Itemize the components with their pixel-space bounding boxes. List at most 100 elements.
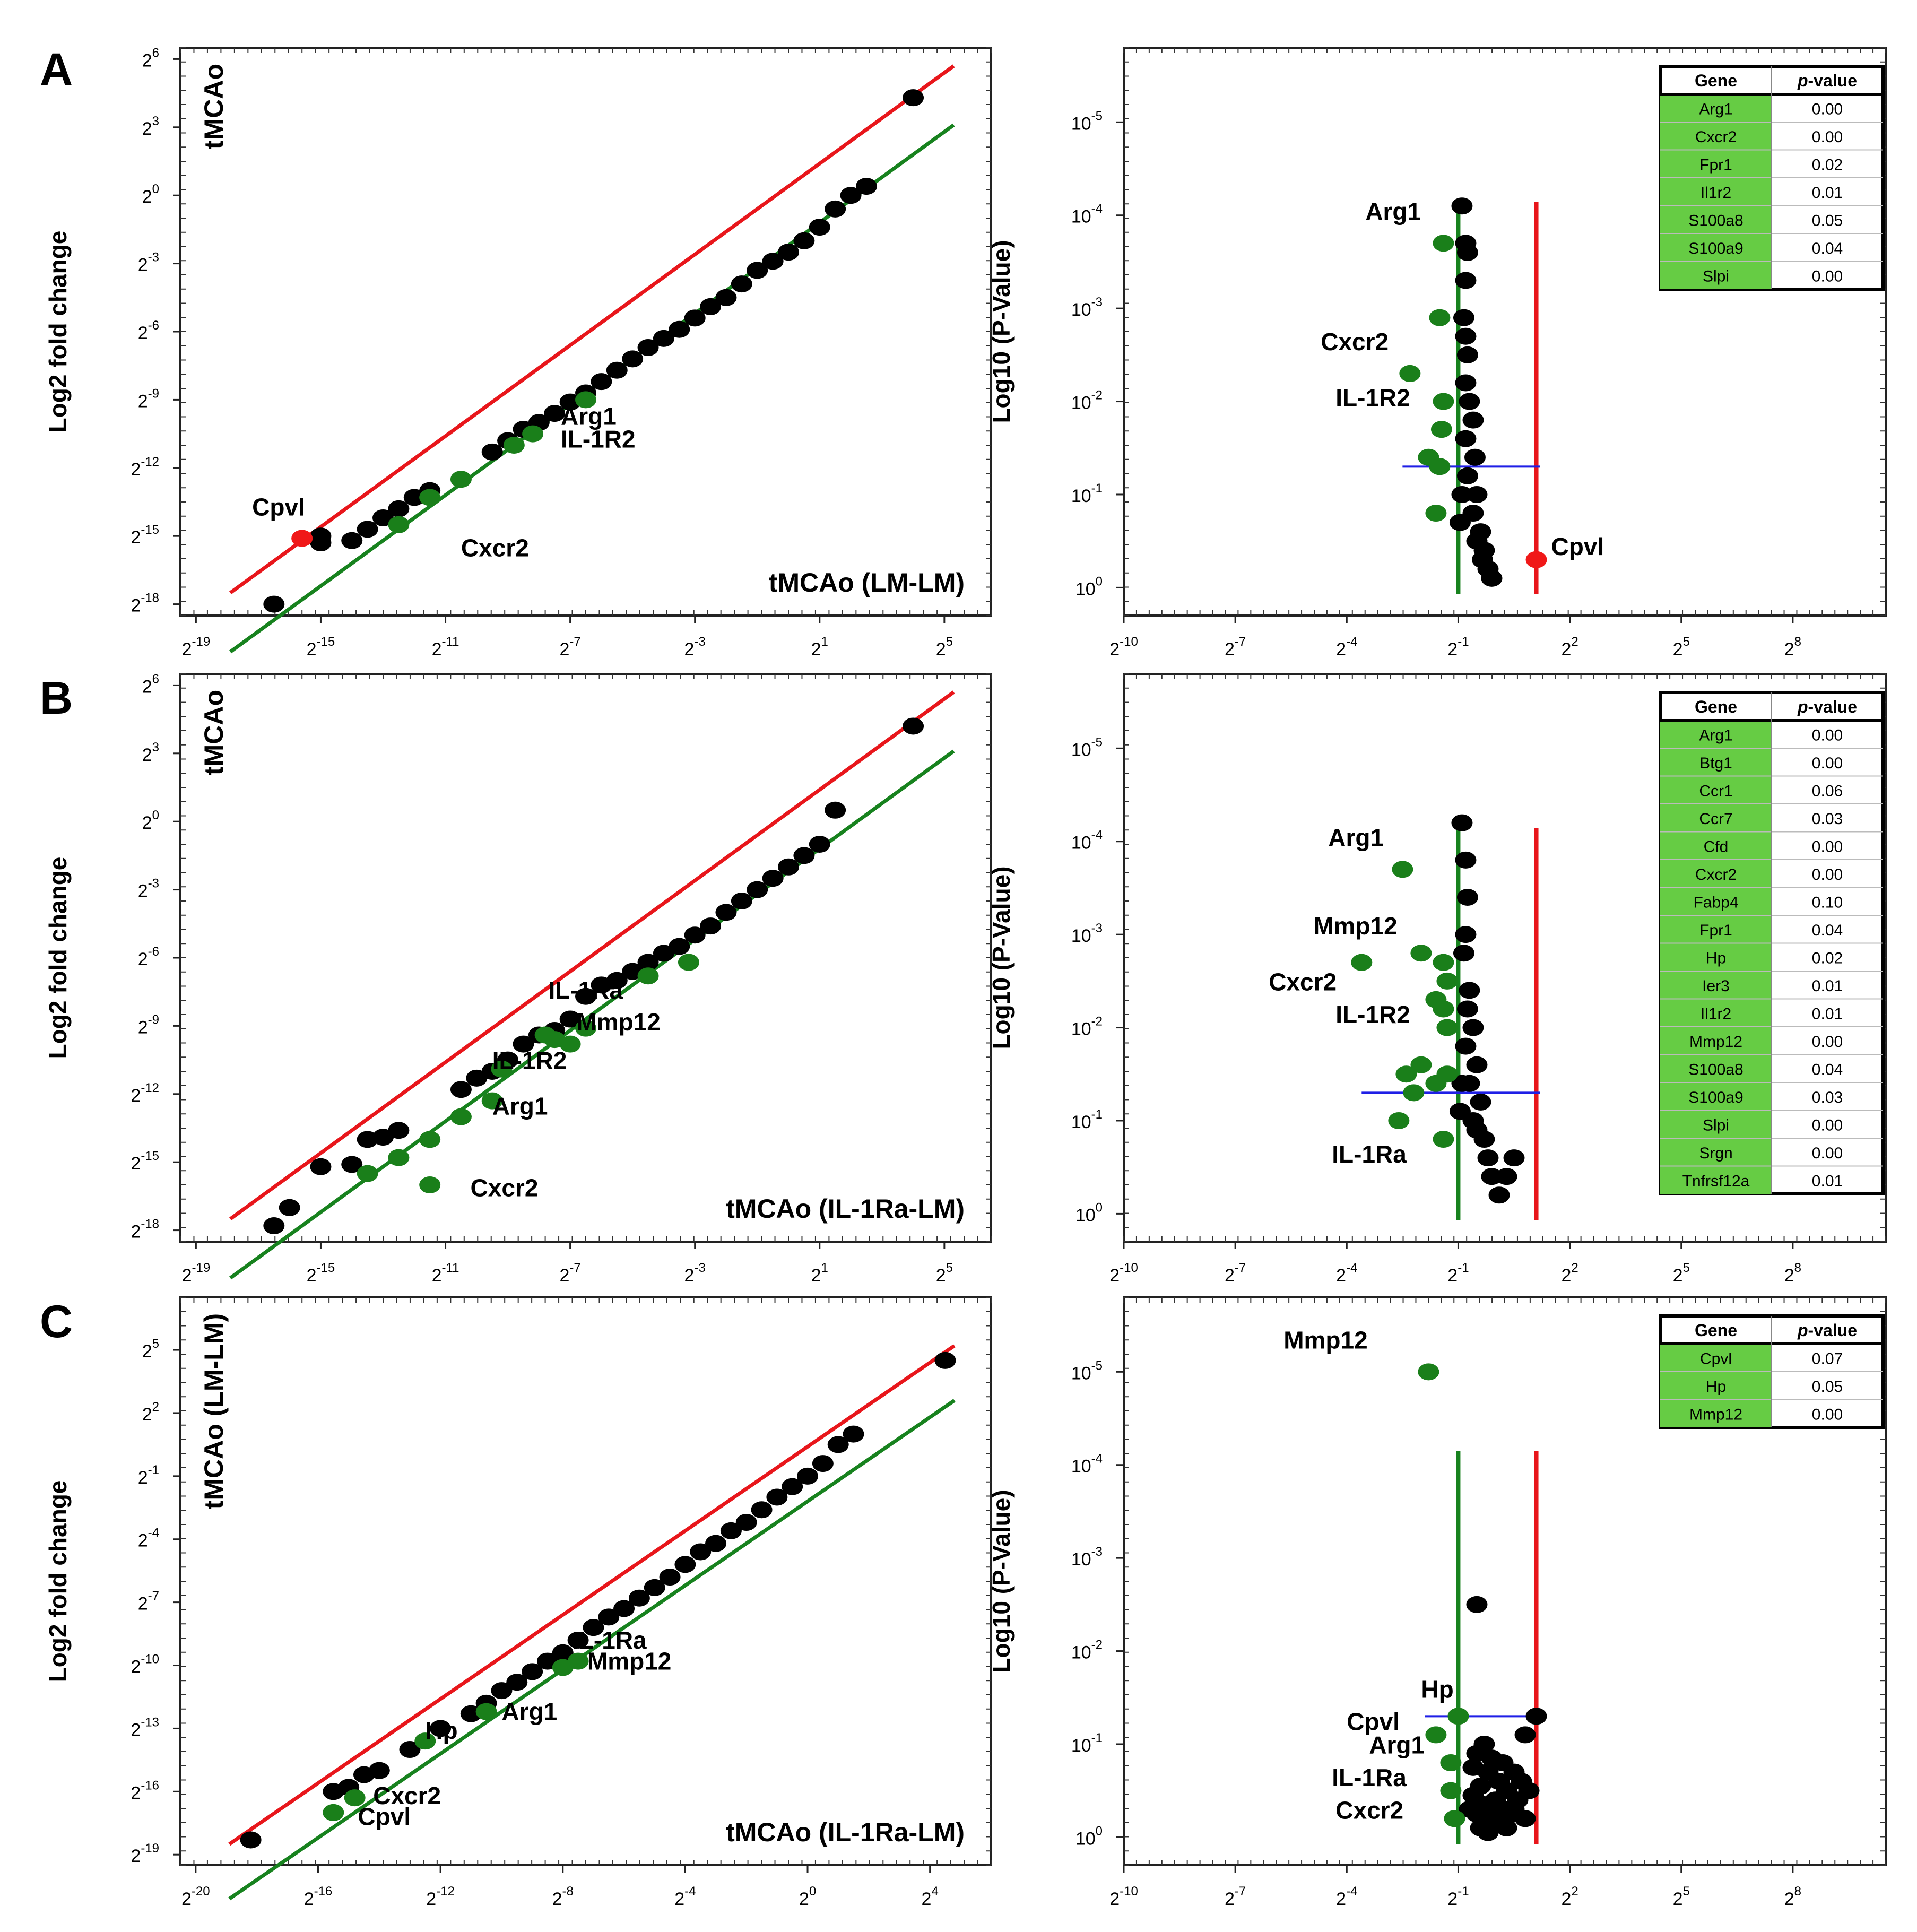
y-axis-title: Log10 (P-Value) [987, 866, 1015, 1049]
black-data-point [368, 1762, 390, 1779]
green-data-point [1410, 945, 1432, 962]
svg-text:100: 100 [1075, 1200, 1103, 1225]
gene-label: IL-1R2 [1335, 1001, 1410, 1028]
black-data-point [659, 1569, 681, 1586]
x-tick-label: 25 [1673, 1261, 1690, 1286]
svg-text:10-1: 10-1 [1071, 481, 1103, 506]
black-data-point [747, 262, 768, 279]
x-tick-label: 2-1 [1447, 1261, 1469, 1286]
svg-text:22: 22 [1561, 1884, 1578, 1909]
svg-text:10-4: 10-4 [1071, 1452, 1103, 1477]
black-data-point [1455, 926, 1477, 943]
table-header-gene: Gene [1695, 71, 1737, 90]
y-tick-label: 10-4 [1071, 1452, 1103, 1477]
x-tick-label: 2-7 [559, 635, 580, 660]
black-data-point [1464, 448, 1486, 466]
gene-label: Hp [425, 1717, 457, 1744]
x-tick-label-base: 2 [304, 1889, 314, 1909]
x-tick-label-base: 2 [307, 639, 317, 660]
y-tick-label-exp: -5 [1091, 1358, 1103, 1373]
black-data-point [778, 858, 799, 876]
svg-text:10-5: 10-5 [1071, 1358, 1103, 1383]
x-tick-label: 2-7 [1225, 1261, 1246, 1286]
y-tick-label-base: 2 [131, 1154, 141, 1174]
y-tick-label: 2-15 [131, 523, 159, 548]
table-cell-pvalue: 0.02 [1812, 156, 1843, 174]
black-data-point [403, 489, 425, 506]
black-data-point [606, 361, 628, 379]
black-data-point [622, 350, 644, 368]
y-tick-label-exp: -5 [1091, 735, 1103, 749]
table-cell-pvalue: 0.00 [1812, 100, 1843, 118]
black-data-point [1459, 1800, 1480, 1818]
y-tick-label-base: 10 [1071, 1643, 1091, 1663]
green-data-point [1410, 1056, 1432, 1073]
table-header-pvalue: p-value [1797, 71, 1857, 90]
black-data-point [522, 1663, 543, 1680]
x-tick-label-exp: -15 [317, 635, 335, 649]
black-data-point [705, 1535, 727, 1552]
svg-text:28: 28 [1784, 1884, 1801, 1909]
black-data-point [700, 298, 722, 315]
table-cell-gene: Fabp4 [1693, 894, 1738, 911]
black-data-point [430, 1720, 452, 1737]
black-data-point [240, 1831, 262, 1849]
black-data-point [812, 1455, 834, 1472]
black-data-point [1466, 1121, 1488, 1139]
x-tick-label-exp: 2 [1571, 1884, 1578, 1899]
y-tick-label: 2-15 [131, 1149, 159, 1174]
x-tick-label: 25 [1673, 635, 1690, 660]
y-tick-label-base: 2 [142, 745, 152, 765]
table-cell-pvalue: 0.00 [1812, 866, 1843, 883]
y-tick-label-base: 2 [138, 323, 148, 343]
black-data-point [751, 1501, 773, 1519]
black-data-point [506, 1674, 528, 1691]
gene-label: Cxcr2 [1321, 328, 1389, 356]
y-tick-label: 10-1 [1071, 481, 1103, 506]
y-tick-label: 2-18 [131, 1217, 159, 1242]
black-data-point [840, 187, 862, 204]
table-cell-gene: Il1r2 [1701, 1005, 1731, 1023]
y-tick-label-exp: -3 [1091, 295, 1103, 309]
svg-text:2-18: 2-18 [131, 591, 159, 616]
green-data-point [1429, 458, 1451, 475]
svg-text:10-2: 10-2 [1071, 1638, 1103, 1663]
svg-text:2-15: 2-15 [131, 1149, 159, 1174]
x-tick-label: 25 [1673, 1884, 1690, 1909]
black-data-point [1459, 393, 1480, 410]
y-tick-label-base: 2 [142, 813, 152, 833]
green-data-point [1388, 1112, 1410, 1129]
x-tick-label-base: 2 [559, 1266, 569, 1286]
y-tick-label-base: 10 [1071, 926, 1091, 946]
black-data-point [1466, 1596, 1488, 1613]
x-tick-label-base: 2 [1225, 1266, 1235, 1286]
svg-text:2-1: 2-1 [138, 1463, 159, 1488]
black-data-point [450, 1081, 472, 1098]
x-tick-label-base: 2 [182, 1266, 192, 1286]
table-cell-pvalue: 0.03 [1812, 1089, 1843, 1106]
x-tick-label-base: 2 [1447, 1889, 1458, 1909]
table-cell-pvalue: 0.04 [1812, 1061, 1843, 1078]
x-tick-label-exp: -19 [192, 635, 211, 649]
gene-label: Hp [1421, 1675, 1453, 1703]
black-data-point [583, 1619, 604, 1636]
table-gene-column-fill [1660, 1344, 1772, 1427]
black-data-point [731, 893, 752, 909]
black-data-point [567, 1631, 589, 1649]
green-data-point [1351, 954, 1373, 971]
y-tick-label-base: 10 [1071, 486, 1091, 506]
x-tick-label-exp: -3 [694, 635, 705, 649]
x-tick-label: 2-3 [684, 1261, 706, 1286]
svg-text:2-12: 2-12 [131, 1081, 159, 1106]
green-data-point [1429, 309, 1451, 326]
black-data-point [684, 309, 706, 327]
svg-text:10-1: 10-1 [1071, 1731, 1103, 1756]
gene-pvalue-table: Gene p-value Arg1 0.00 Btg1 0.00 Ccr1 0.06 Ccr7 0… [1659, 691, 1885, 1195]
y-tick-label-base: 2 [131, 1783, 141, 1803]
y-tick-label-exp: -10 [141, 1652, 159, 1667]
black-data-point [1477, 1149, 1499, 1167]
x-tick-label-base: 2 [1784, 1266, 1794, 1286]
x-tick-label-base: 2 [307, 1266, 317, 1286]
x-tick-label: 22 [1561, 1261, 1578, 1286]
black-data-point [1496, 1168, 1517, 1185]
